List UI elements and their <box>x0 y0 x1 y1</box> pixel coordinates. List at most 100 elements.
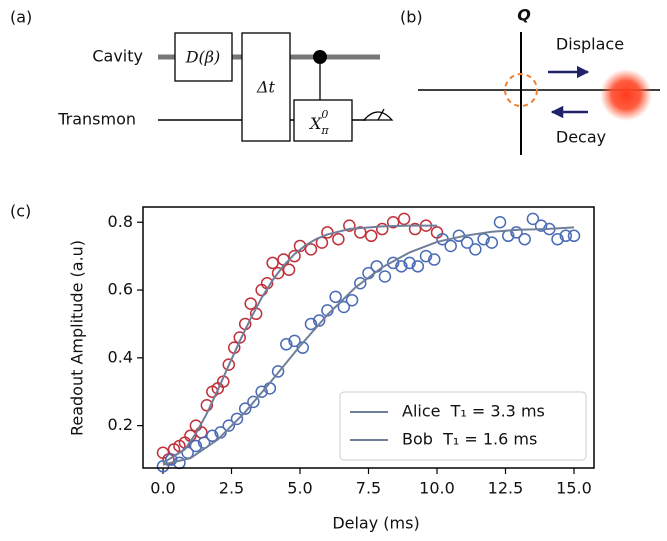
panel-label: (b) <box>400 8 423 27</box>
data-point <box>277 253 290 266</box>
plot-frame <box>142 206 595 469</box>
data-point <box>189 439 203 453</box>
data-point <box>280 338 293 351</box>
data-point <box>206 429 219 443</box>
data-point <box>354 277 367 290</box>
gate-sup: 0 <box>321 108 328 121</box>
control-dot <box>313 50 327 64</box>
gate-box <box>241 32 291 142</box>
data-point <box>354 226 367 239</box>
data-point <box>485 236 499 249</box>
data-point <box>411 260 425 273</box>
x-axis-label: Delay (ms) <box>332 514 419 533</box>
x-tick-label: 12.5 <box>488 479 524 498</box>
data-point <box>247 395 260 409</box>
data-point <box>370 260 383 273</box>
gate-label: Δt <box>256 78 276 97</box>
y-tick-label: 0.4 <box>108 347 133 366</box>
data-point <box>343 219 356 232</box>
x-tick-label: 7.5 <box>356 479 381 498</box>
y-tick-label: 0.8 <box>108 212 133 231</box>
chart: Delay (ms) Readout Amplitude (a.u) 0.0 2.… <box>68 206 595 533</box>
phase-space: Q Displace Decay <box>418 6 660 155</box>
data-point <box>526 212 540 226</box>
data-point <box>395 260 408 273</box>
legend-box <box>339 391 587 461</box>
data-point <box>244 297 257 310</box>
data-point <box>493 216 507 229</box>
data-point <box>469 243 482 256</box>
meter-needle <box>377 108 385 121</box>
y-tick-label: 0.6 <box>108 280 133 299</box>
circuit: Cavity Transmon D(β) Δt X0 π <box>57 32 394 142</box>
data-point <box>559 229 573 243</box>
data-point <box>386 216 400 229</box>
data-point <box>156 460 170 473</box>
data-point <box>510 226 523 239</box>
data-point <box>282 263 296 276</box>
data-point <box>551 232 564 246</box>
data-point <box>375 222 389 236</box>
gate-base: X <box>308 114 322 133</box>
gate-sub: π <box>320 124 329 137</box>
x-tick-label: 5.0 <box>287 479 312 498</box>
gate-box <box>293 99 353 142</box>
x-tick-label: 10.0 <box>419 479 455 498</box>
data-point <box>230 412 244 426</box>
gate-box <box>174 32 233 82</box>
data-point <box>345 293 359 307</box>
data-point <box>288 334 301 348</box>
x-tick-label: 15.0 <box>556 479 592 498</box>
arrow-label: Decay <box>556 128 606 147</box>
gate-label: X0 π <box>308 108 329 137</box>
fit-line <box>162 224 437 464</box>
data-point <box>255 385 268 398</box>
x-tick-label: 2.5 <box>219 479 244 498</box>
data-point <box>266 256 279 270</box>
data-point <box>304 243 318 256</box>
panel-label: (c) <box>10 202 31 221</box>
y-tick-label: 0.2 <box>108 415 133 434</box>
arrow-label: Displace <box>556 35 624 54</box>
data-point <box>518 232 531 246</box>
data-point <box>403 256 416 270</box>
data-point <box>428 253 441 266</box>
data-point <box>397 212 411 226</box>
y-axis-label: Readout Amplitude (a.u) <box>68 240 87 436</box>
data-point <box>460 236 474 249</box>
axis-label: Q <box>517 6 531 25</box>
data-point <box>164 453 178 466</box>
legend-label: Bob T₁ = 1.6 ms <box>402 430 537 449</box>
data-point <box>332 232 345 246</box>
data-point <box>200 399 214 412</box>
data-point <box>312 314 326 327</box>
vacuum-state <box>504 73 538 107</box>
wire-label: Cavity <box>92 47 143 66</box>
data-point <box>534 219 548 232</box>
data-point <box>408 222 422 236</box>
x-tick-label: 0.0 <box>150 479 175 498</box>
panel-label: (a) <box>10 8 32 27</box>
displaced-state <box>600 69 652 121</box>
data-point <box>378 270 392 283</box>
gate-label: D(β) <box>185 48 221 67</box>
legend-label: Alice T₁ = 3.3 ms <box>402 402 545 421</box>
data-point <box>419 249 433 263</box>
data-point <box>444 239 457 253</box>
data-point <box>386 256 400 270</box>
data-point <box>304 317 318 331</box>
data-point <box>238 402 252 415</box>
data-point <box>288 249 301 263</box>
data-point <box>222 419 236 432</box>
data-point <box>567 229 581 243</box>
fit-line <box>162 226 575 466</box>
meter <box>362 111 394 121</box>
data-point <box>222 358 236 371</box>
data-point <box>337 300 351 314</box>
data-point <box>329 290 342 304</box>
data-point <box>364 229 378 243</box>
data-point <box>271 266 285 280</box>
wire-label: Transmon <box>57 110 136 129</box>
